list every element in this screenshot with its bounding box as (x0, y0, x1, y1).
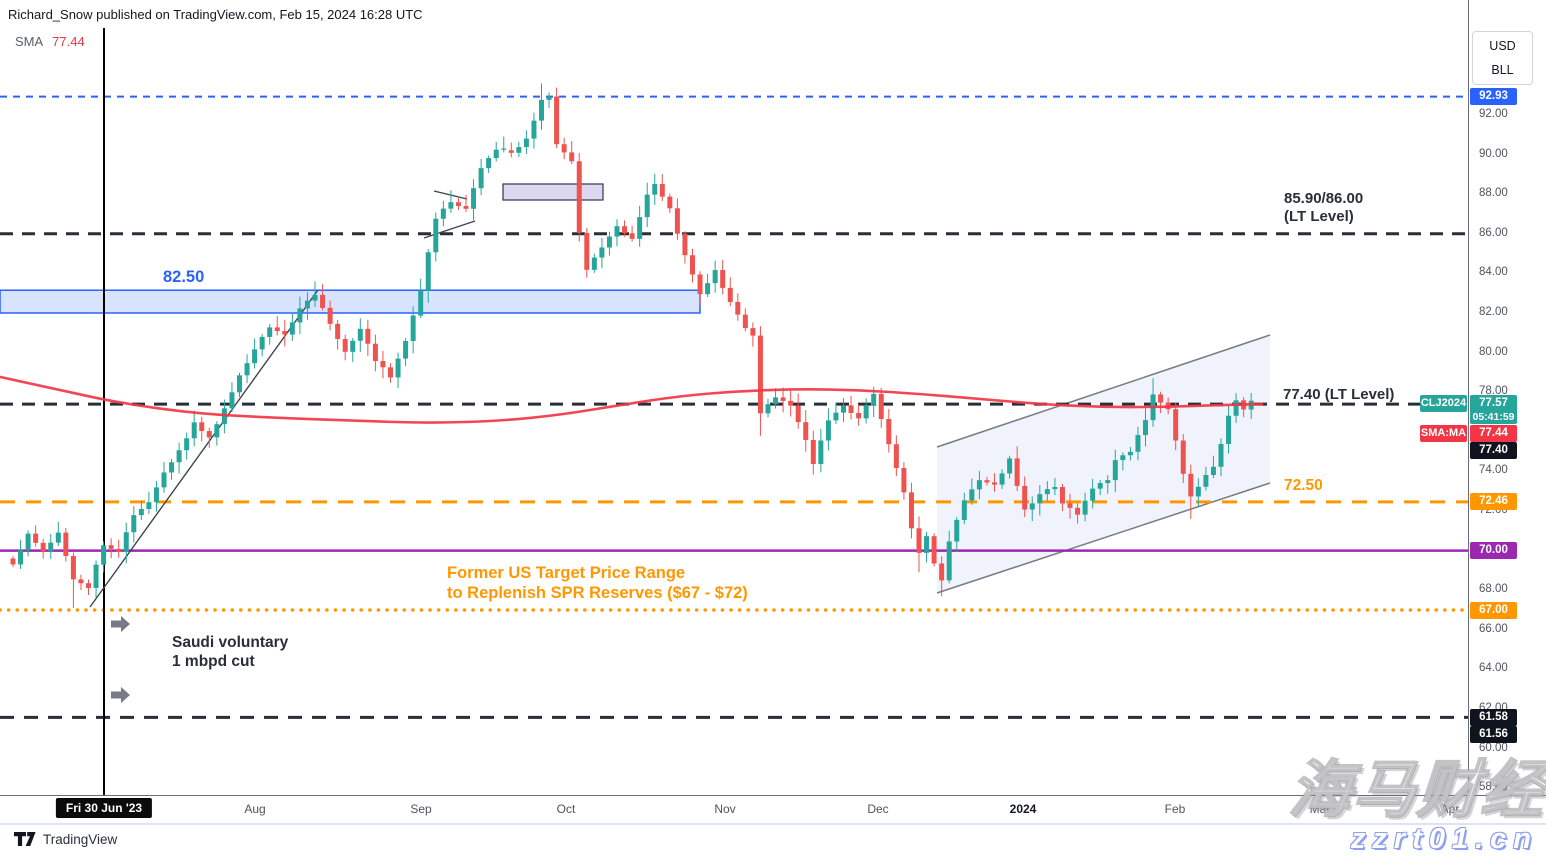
saudi-arrow-upper[interactable] (111, 616, 131, 637)
level-7250-label[interactable]: 72.50 (1284, 477, 1323, 494)
contract-tag: CLJ2024 (1420, 395, 1467, 412)
price-tick: 84.00 (1479, 266, 1508, 279)
badge-price: 72.46 (1479, 495, 1508, 508)
price-tick: 58.00 (1479, 781, 1508, 794)
badge-price: 70.00 (1479, 544, 1508, 557)
badge-price: 61.56 (1479, 728, 1508, 740)
channel-bottom-line[interactable] (936, 482, 1271, 594)
time-label: Oct (556, 802, 576, 816)
price-tick: 80.00 (1479, 345, 1508, 358)
sma-value-badge: 77.44 (1470, 425, 1517, 442)
currency-label: USD (1489, 39, 1516, 53)
level-8250-label[interactable]: 82.50 (163, 268, 205, 286)
right-arrow-icon (111, 687, 130, 703)
time-badge-jun30: Fri 30 Jun '23 (55, 798, 153, 818)
time-label: Sep (410, 802, 432, 816)
price-tick: 60.00 (1479, 741, 1508, 754)
level-badge-9293: 92.93 (1470, 88, 1517, 106)
sma-legend-value: 77.44 (52, 34, 85, 49)
ascending-channel[interactable] (937, 335, 1270, 593)
badge-price: 92.93 (1479, 90, 1508, 103)
footer-bar: TradingView (14, 832, 117, 847)
badge-price: 77.57 (1479, 397, 1508, 409)
spr-range-note[interactable]: Former US Target Price Range to Replenis… (447, 564, 748, 602)
level-badge-7740: 77.40 (1470, 442, 1517, 459)
price-tick: 88.00 (1479, 187, 1508, 200)
unit-label: BLL (1491, 63, 1514, 77)
badge-countdown: 05:41:59 (1472, 411, 1515, 423)
price-tick: 64.00 (1479, 662, 1508, 675)
level-badge-6158: 61.58 (1470, 708, 1517, 726)
lt-level-86-label[interactable]: 85.90/86.00 (LT Level) (1284, 190, 1364, 225)
sma-line[interactable] (0, 375, 1264, 424)
tradingview-brand[interactable]: TradingView (43, 832, 118, 847)
time-label: Aug (244, 802, 266, 816)
lt-level-7740-label[interactable]: 77.40 (LT Level) (1283, 386, 1395, 403)
right-arrow-icon (111, 616, 130, 632)
time-axis[interactable]: Fri 30 Jun '23 Aug Sep Oct Nov Dec 2024 Feb Mar A… (0, 795, 1546, 825)
price-tick: 66.00 (1479, 622, 1508, 635)
channel-top-line[interactable] (936, 334, 1271, 448)
level-badge-6700: 67.00 (1470, 601, 1517, 619)
symbol-unit-box: USD BLL (1472, 31, 1533, 85)
level-badge-6156: 61.56 (1470, 726, 1517, 743)
price-tick: 92.00 (1479, 108, 1508, 120)
price-tick: 74.00 (1479, 464, 1508, 477)
consolidation-box[interactable] (502, 183, 604, 201)
price-tick: 82.00 (1479, 306, 1508, 318)
sma-legend-label: SMA (15, 34, 44, 49)
level-badge-7246: 72.46 (1470, 493, 1517, 511)
badge-price: 77.44 (1479, 427, 1508, 439)
trendline-2[interactable] (423, 220, 476, 239)
time-label: Apr (1440, 802, 1460, 816)
badge-price: 77.40 (1479, 444, 1508, 456)
time-label: 2024 (1009, 802, 1037, 816)
trendline-0[interactable] (89, 289, 319, 608)
publish-info: Richard_Snow published on TradingView.co… (8, 7, 423, 22)
time-label: Dec (867, 802, 889, 816)
last-price-badge: 77.57 05:41:59 (1470, 395, 1517, 424)
price-tick: 86.00 (1479, 226, 1508, 239)
time-label: Feb (1164, 802, 1186, 816)
price-tick: 90.00 (1479, 147, 1508, 160)
price-axis[interactable]: 92.00 90.00 88.00 86.00 84.00 82.00 80.00 78.00… (1468, 0, 1546, 822)
price-tick: 68.00 (1479, 583, 1508, 596)
tradingview-logo-icon[interactable] (14, 832, 36, 847)
time-label: Nov (714, 802, 736, 816)
sma-tag: SMA:MA (1420, 425, 1467, 442)
badge-price: 61.58 (1479, 710, 1508, 723)
price-tick: 78.00 (1479, 385, 1508, 398)
badge-price: 67.00 (1479, 603, 1508, 616)
saudi-arrow-lower[interactable] (111, 687, 131, 708)
saudi-cut-note[interactable]: Saudi voluntary 1 mbpd cut (172, 634, 289, 670)
level-badge-7000: 70.00 (1470, 542, 1517, 560)
time-label: Mar (1309, 802, 1331, 816)
sma-legend[interactable]: SMA 77.44 (15, 34, 85, 49)
